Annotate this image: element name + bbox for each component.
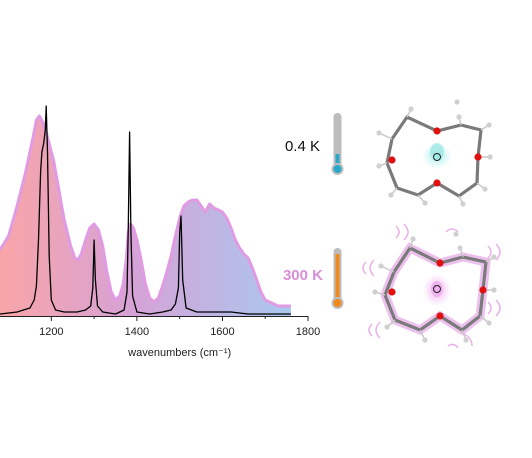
series-0.4K-line bbox=[0, 105, 291, 315]
x-axis-ticks: 1200 1400 1600 1800 bbox=[39, 316, 320, 338]
x-tick-label-1600: 1600 bbox=[210, 326, 234, 338]
spectrum-plot: 1200 1400 1600 1800 wavenumbers (cm⁻¹) bbox=[0, 105, 320, 359]
x-axis-title: wavenumbers (cm⁻¹) bbox=[127, 347, 231, 359]
thermometer-cold-icon bbox=[331, 113, 344, 175]
molecule-hot-illustration bbox=[362, 223, 501, 349]
series-300K-area bbox=[0, 116, 291, 316]
x-tick-label-1800: 1800 bbox=[296, 326, 320, 338]
molecule-cold-illustration bbox=[376, 99, 493, 207]
thermometer-hot-icon bbox=[331, 248, 344, 309]
legend-label-300K: 300 K bbox=[283, 267, 323, 284]
x-tick-label-1400: 1400 bbox=[125, 326, 149, 338]
x-tick-label-1200: 1200 bbox=[39, 326, 63, 338]
legend-0.4K: 0.4 K bbox=[285, 113, 344, 175]
legend-300K: 300 K bbox=[283, 248, 344, 309]
legend-label-0.4K: 0.4 K bbox=[285, 138, 320, 155]
series-300K-outline bbox=[0, 114, 291, 308]
